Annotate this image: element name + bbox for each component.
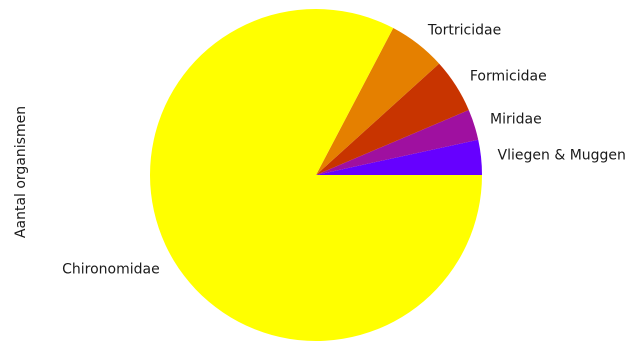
slice-label-formicidae: Formicidae [470, 69, 547, 85]
slice-label-chironomidae: Chironomidae [62, 261, 160, 277]
y-axis-label: Aantal organismen [13, 106, 29, 238]
pie-slice-formicidae [316, 63, 469, 175]
pie-slice-vliegen-muggen [316, 139, 482, 175]
pie-slices [149, 8, 482, 341]
slice-label-miridae: Miridae [490, 112, 542, 128]
pie-slice-tortricidae [316, 28, 440, 175]
slice-label-vliegen-muggen: Vliegen & Muggen [498, 148, 626, 164]
pie-labels: Vliegen & Muggen Miridae Formicidae Tortric… [62, 23, 626, 278]
pie-slice-chironomidae [149, 8, 482, 341]
slice-label-tortricidae: Tortricidae [427, 23, 501, 39]
pie-slice-miridae [316, 110, 479, 175]
